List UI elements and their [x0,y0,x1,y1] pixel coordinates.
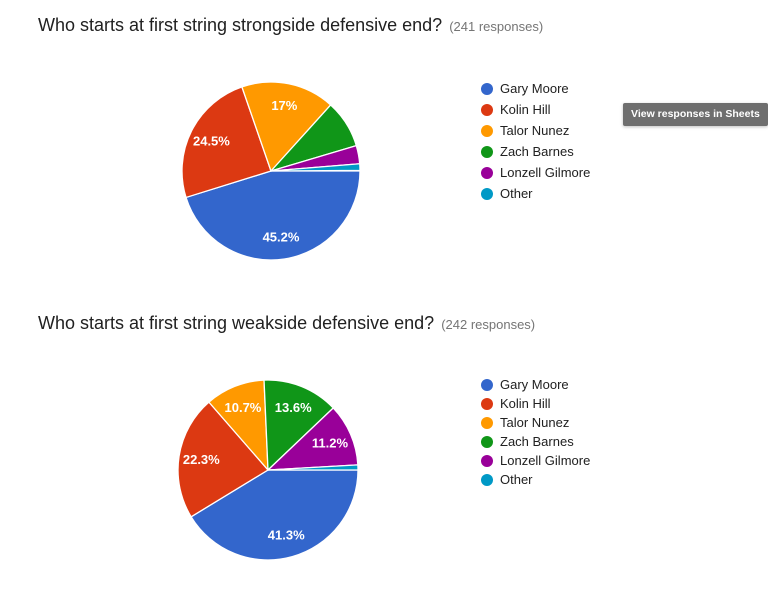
legend-label: Other [500,186,533,201]
legend-swatch-icon [481,435,493,448]
legend-item-zach-barnes: Zach Barnes [481,435,590,448]
legend-swatch-icon [481,187,493,200]
legend-item-zach-barnes: Zach Barnes [481,145,590,158]
question-title-text: Who starts at first string strongside de… [38,15,443,35]
pie-slice-lonzell-gilmore[interactable] [267,407,359,471]
legend-label: Gary Moore [500,377,569,392]
legend-label: Lonzell Gilmore [500,165,591,180]
legend-item-kolin-hill: Kolin Hill [481,397,590,410]
view-responses-in-sheets-button[interactable]: View responses in Sheets [623,103,768,126]
legend-swatch-icon [481,166,493,179]
legend-swatch-icon [481,397,493,410]
legend-item-lonzell-gilmore: Lonzell Gilmore [481,166,590,179]
pie-slice-gary-moore[interactable] [190,469,359,561]
pie-slice-kolin-hill[interactable] [181,86,272,199]
question-title: Who starts at first string weakside defe… [38,312,535,336]
legend-swatch-icon [481,473,493,486]
question-title: Who starts at first string strongside de… [38,14,543,38]
legend-label: Gary Moore [500,81,569,96]
legend-item-lonzell-gilmore: Lonzell Gilmore [481,454,590,467]
responses-count: (242 responses) [441,317,536,332]
legend-item-gary-moore: Gary Moore [481,378,590,391]
legend-label: Kolin Hill [500,396,551,411]
legend-item-other: Other [481,473,590,486]
pie-chart-weakside: 41.3% 22.3% 10.7% 13.6% 11.2% [177,379,359,561]
legend-label: Talor Nunez [500,123,570,138]
responses-count: (241 responses) [449,19,544,34]
pie-slice-label: 17% [271,98,297,113]
pie-slice-label: 24.5% [193,133,230,148]
pie-slice-zach-barnes[interactable] [263,379,334,471]
pie-slice-label: 11.2% [312,436,349,451]
legend-item-other: Other [481,187,590,200]
pie-slice-talor-nunez[interactable] [241,81,332,172]
legend-item-gary-moore: Gary Moore [481,82,590,95]
pie-slice-label: 22.3% [183,452,220,467]
legend-item-talor-nunez: Talor Nunez [481,124,590,137]
legend-item-talor-nunez: Talor Nunez [481,416,590,429]
pie-chart-strongside: 45.2% 24.5% 17% [181,81,361,261]
legend: Gary Moore Kolin Hill Talor Nunez Zach Barn… [481,378,590,492]
legend-swatch-icon [481,82,493,95]
pie-slice-label: 10.7% [225,400,262,415]
legend-swatch-icon [481,416,493,429]
legend: Gary Moore Kolin Hill Talor Nunez Zach Barn… [481,82,590,208]
pie-slice-label: 41.3% [268,527,305,542]
legend-swatch-icon [481,378,493,391]
pie-slice-label: 13.6% [275,400,312,415]
legend-label: Zach Barnes [500,144,574,159]
legend-item-kolin-hill: Kolin Hill [481,103,590,116]
pie-slice-label: 45.2% [263,229,300,244]
legend-label: Kolin Hill [500,102,551,117]
legend-label: Other [500,472,533,487]
legend-swatch-icon [481,454,493,467]
pie-slice-gary-moore[interactable] [185,170,361,261]
pie-slice-kolin-hill[interactable] [177,401,269,518]
legend-label: Zach Barnes [500,434,574,449]
question-title-text: Who starts at first string weakside defe… [38,313,435,333]
legend-swatch-icon [481,103,493,116]
pie-slice-other[interactable] [267,464,359,471]
legend-label: Lonzell Gilmore [500,453,591,468]
legend-swatch-icon [481,145,493,158]
legend-label: Talor Nunez [500,415,570,430]
pie-slice-other[interactable] [270,163,361,172]
legend-swatch-icon [481,124,493,137]
